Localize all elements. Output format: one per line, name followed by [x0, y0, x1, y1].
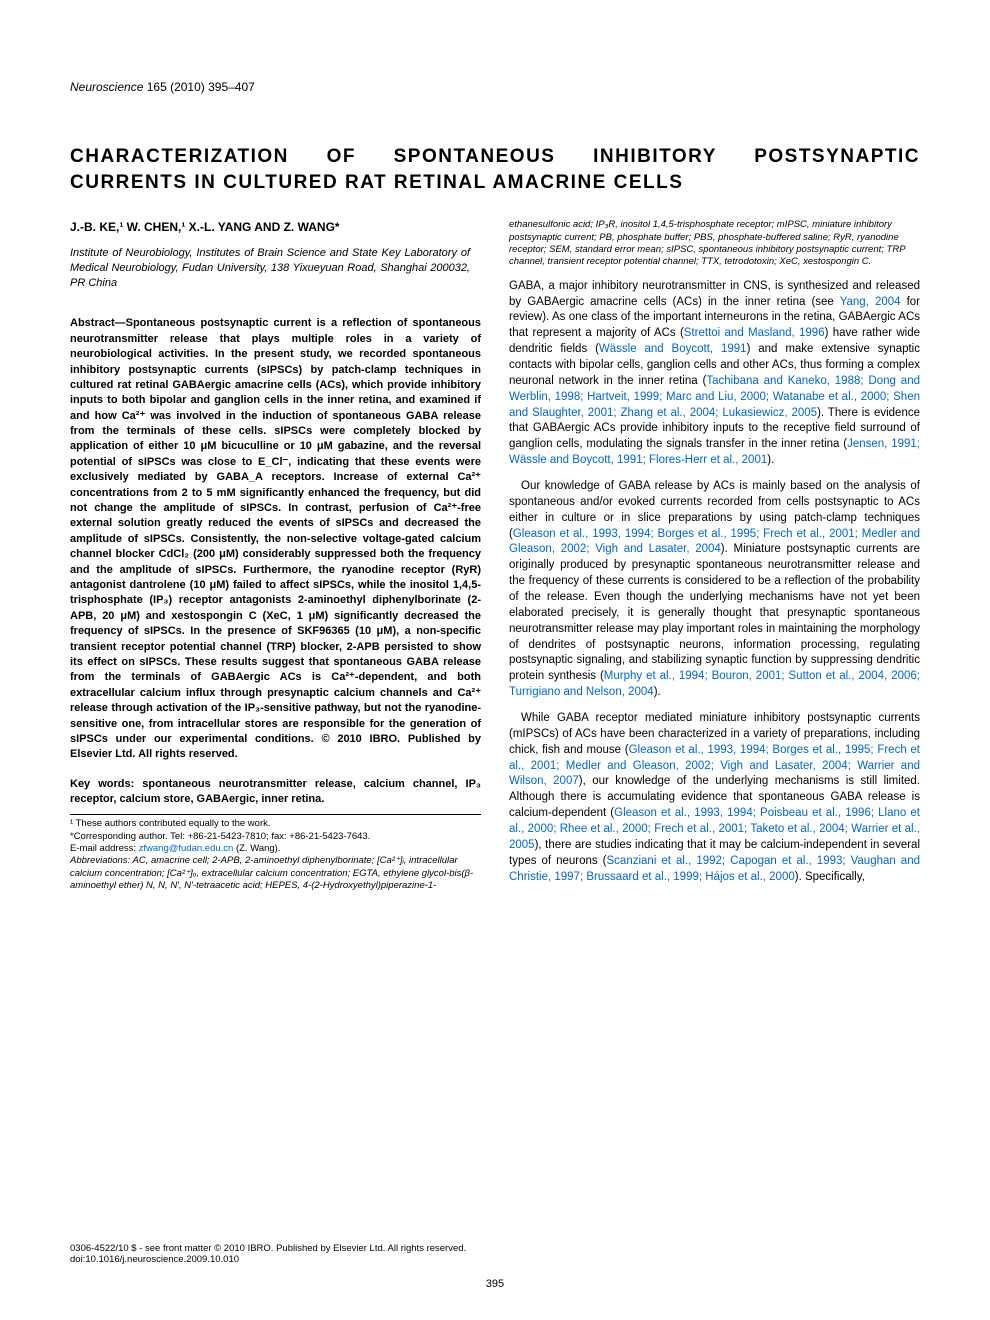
citation[interactable]: Strettoi and Masland, 1996 — [684, 327, 825, 339]
citation[interactable]: Yang, 2004 — [840, 296, 901, 308]
body-paragraph-2: Our knowledge of GABA release by ACs is … — [509, 479, 920, 701]
keywords: Key words: spontaneous neurotransmitter … — [70, 777, 481, 807]
abstract: Abstract—Spontaneous postsynaptic curren… — [70, 316, 481, 762]
email-label: E-mail address: — [70, 843, 139, 854]
copyright-footer: 0306-4522/10 $ - see front matter © 2010… — [70, 1243, 920, 1265]
copyright-text: 0306-4522/10 $ - see front matter © 2010… — [70, 1243, 920, 1254]
footnote-equal: ¹ These authors contributed equally to t… — [70, 818, 481, 830]
affiliation: Institute of Neurobiology, Institutes of… — [70, 246, 470, 291]
journal-header: Neuroscience 165 (2010) 395–407 — [70, 80, 920, 94]
journal-name: Neuroscience — [70, 80, 143, 94]
body-paragraph-1: GABA, a major inhibitory neurotransmitte… — [509, 279, 920, 469]
citation[interactable]: Wässle and Boycott, 1991 — [599, 343, 747, 355]
authors: J.-B. KE,¹ W. CHEN,¹ X.-L. YANG AND Z. W… — [70, 219, 481, 236]
page-number: 395 — [0, 1278, 990, 1290]
doi-text: doi:10.1016/j.neuroscience.2009.10.010 — [70, 1254, 920, 1265]
footnote-email-line: E-mail address: zfwang@fudan.edu.cn (Z. … — [70, 843, 481, 855]
body-paragraph-3: While GABA receptor mediated miniature i… — [509, 711, 920, 885]
journal-vol: 165 (2010) 395–407 — [147, 80, 255, 94]
email-who: (Z. Wang). — [233, 843, 280, 854]
article-title: CHARACTERIZATION OF SPONTANEOUS INHIBITO… — [70, 144, 920, 195]
footnote-corresponding: *Corresponding author. Tel: +86-21-5423-… — [70, 831, 481, 843]
email-link[interactable]: zfwang@fudan.edu.cn — [139, 843, 234, 854]
two-column-content: J.-B. KE,¹ W. CHEN,¹ X.-L. YANG AND Z. W… — [70, 219, 920, 894]
